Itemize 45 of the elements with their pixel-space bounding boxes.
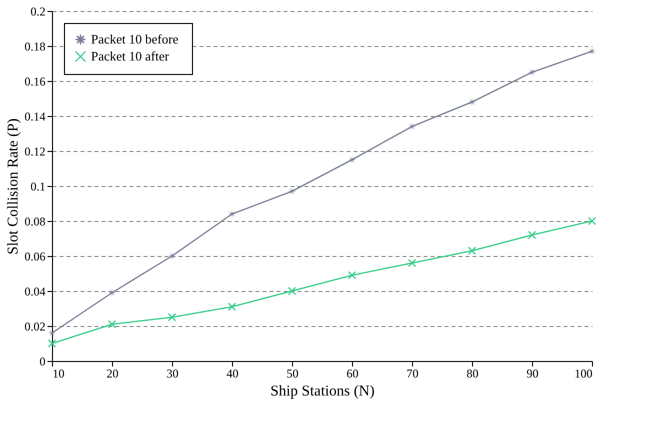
- point: [468, 246, 476, 255]
- point: [408, 122, 416, 131]
- point: [288, 187, 296, 196]
- x-tick-label: 80: [466, 366, 478, 380]
- point: [348, 271, 356, 280]
- point: [528, 68, 536, 76]
- point: [168, 313, 176, 322]
- y-tick-label: 0: [40, 354, 46, 368]
- point: [168, 252, 176, 260]
- y-tick-label: 0.12: [24, 144, 46, 158]
- point: [288, 286, 296, 296]
- point: [228, 302, 236, 311]
- point: [348, 156, 356, 164]
- point: [48, 339, 56, 348]
- x-tick-label: 60: [346, 366, 358, 380]
- y-tick-label: 0.18: [24, 40, 46, 54]
- x-tick-label: 90: [526, 366, 538, 380]
- x-axis-title: Ship Stations (N): [270, 384, 375, 400]
- x-tick-label: 50: [286, 366, 298, 380]
- y-tick-label: 0.14: [24, 110, 46, 124]
- legend-label: Packet 10 after: [91, 48, 170, 64]
- x-tick-label: 30: [166, 366, 178, 380]
- legend-label: Packet 10 before: [91, 32, 179, 46]
- point: [588, 47, 596, 56]
- point: [588, 216, 596, 226]
- point: [528, 230, 536, 240]
- point: [108, 288, 116, 297]
- x-tick-label: 20: [106, 366, 118, 380]
- x-tick-label: 10: [52, 366, 64, 380]
- y-tick-label: 0.04: [24, 284, 46, 298]
- y-tick-label: 0.16: [24, 74, 46, 88]
- y-tick-label: 0.2: [30, 4, 46, 18]
- y-axis-title: Slot Collision Rate (P): [6, 118, 22, 255]
- y-tick-label: 0.08: [24, 214, 46, 228]
- x-tick-label: 40: [226, 366, 238, 380]
- x-tick-label: 70: [406, 366, 418, 380]
- point: [228, 210, 236, 218]
- y-tick-label: 0.1: [30, 180, 46, 194]
- point: [108, 320, 116, 328]
- y-tick-label: 0.02: [24, 320, 46, 334]
- point: [48, 328, 56, 338]
- point: [408, 258, 416, 268]
- point: [468, 98, 476, 106]
- y-tick-label: 0.06: [24, 250, 46, 264]
- x-tick-label: 100: [574, 366, 592, 380]
